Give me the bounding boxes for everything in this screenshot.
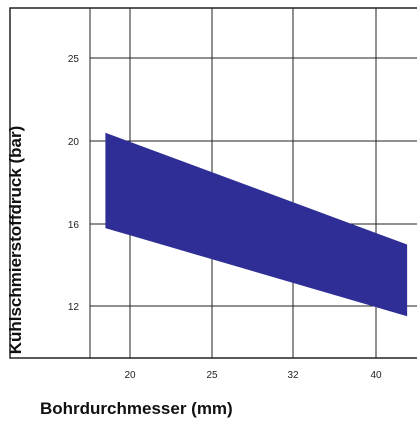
x-tick-label-40: 40 (370, 370, 382, 381)
y-tick-label-20: 20 (68, 137, 80, 148)
y-axis-title: Kühlschmierstoffdruck (bar) (6, 126, 25, 355)
x-tick-label-20: 20 (124, 370, 136, 381)
plot-frame (9, 7, 417, 359)
tick-labels: 20 25 32 40 12 16 20 25 (68, 54, 382, 381)
x-tick-label-25: 25 (206, 370, 218, 381)
y-tick-label-12: 12 (68, 302, 80, 313)
y-tick-label-16: 16 (68, 220, 80, 231)
x-tick-label-32: 32 (287, 370, 299, 381)
y-tick-label-25: 25 (68, 54, 80, 65)
x-axis-title: Bohrdurchmesser (mm) (40, 399, 233, 418)
pressure-range-band (105, 132, 408, 317)
